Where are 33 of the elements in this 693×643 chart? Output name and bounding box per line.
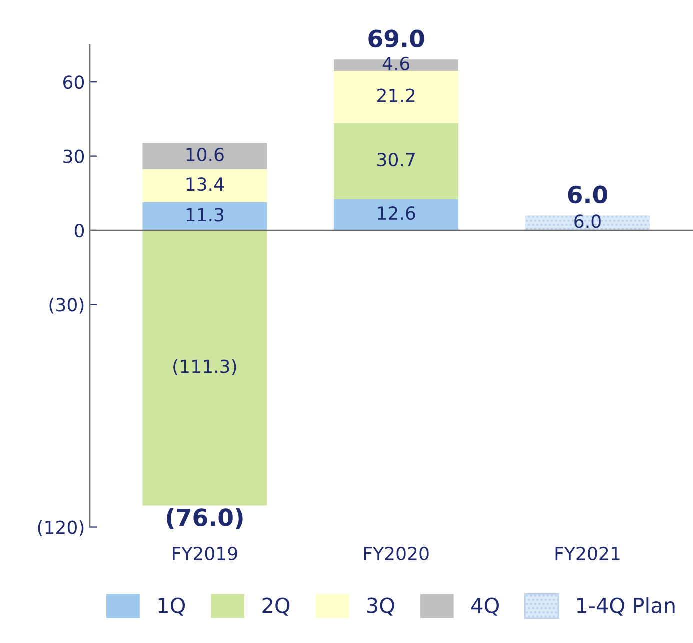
y-tick-label: 60 [64,76,84,90]
data-label: 21.2 [378,88,415,102]
legend-label: 2Q [262,598,290,616]
bar [334,70,459,124]
y-tick-label: (120) [38,520,84,536]
y-tick-label: 30 [64,150,84,164]
data-label: 11.3 [186,208,224,222]
legend-label: 3Q [367,598,394,616]
legend-label: 4Q [472,598,499,616]
bar [142,169,268,203]
y-tick-label: (30) [50,298,84,314]
total-label: (76.0) [167,508,243,530]
total-label: 69.0 [368,30,424,48]
data-label: 10.6 [186,148,224,162]
data-label: 13.4 [186,178,224,192]
data-label: 12.6 [378,206,416,220]
total-label: 6.0 [568,186,608,204]
x-tick-label: FY2021 [556,546,620,561]
y-tick-label: 0 [74,224,84,238]
bar [334,123,459,200]
data-label: 6.0 [574,214,601,228]
legend-label: 1-4Q Plan [577,597,675,616]
legend-label: 1Q [158,598,186,616]
data-label: 4.6 [382,56,410,71]
bar [142,143,268,170]
bar [142,230,268,506]
x-tick-label: FY2019 [173,546,238,561]
bar [526,216,650,230]
x-tick-label: FY2020 [364,546,429,561]
bar [142,202,268,230]
bar [334,199,459,230]
data-label: (111.3) [174,359,236,376]
data-label: 30.7 [378,152,415,167]
